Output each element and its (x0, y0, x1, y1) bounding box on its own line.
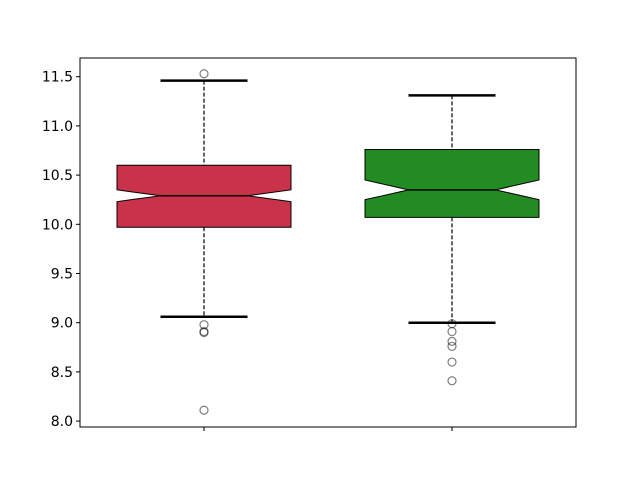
x-axis (203, 427, 453, 431)
flier-point (447, 341, 457, 351)
flier-point (199, 405, 209, 415)
flier-point (447, 376, 457, 386)
boxes (116, 69, 540, 415)
y-tick-label: 10.5 (42, 168, 73, 184)
flier-point (199, 69, 209, 79)
flier-point (447, 336, 457, 346)
y-tick-label: 8.0 (51, 414, 73, 430)
flier-point (199, 327, 209, 338)
y-axis: 8.0 8.5 9.0 9.5 10.0 10.5 11.0 11.5 (42, 70, 80, 430)
y-tick-label: 9.0 (51, 316, 73, 332)
y-tick-label: 11.5 (42, 70, 73, 86)
flier-point (447, 326, 457, 337)
plot-area (79, 57, 577, 428)
y-tick-label: 8.5 (51, 365, 73, 381)
flier-point (447, 357, 457, 367)
y-tick-label: 9.5 (51, 266, 73, 282)
notched-box (364, 149, 540, 218)
y-tick-label: 10.0 (42, 217, 73, 233)
y-tick-label: 11.0 (42, 119, 73, 135)
